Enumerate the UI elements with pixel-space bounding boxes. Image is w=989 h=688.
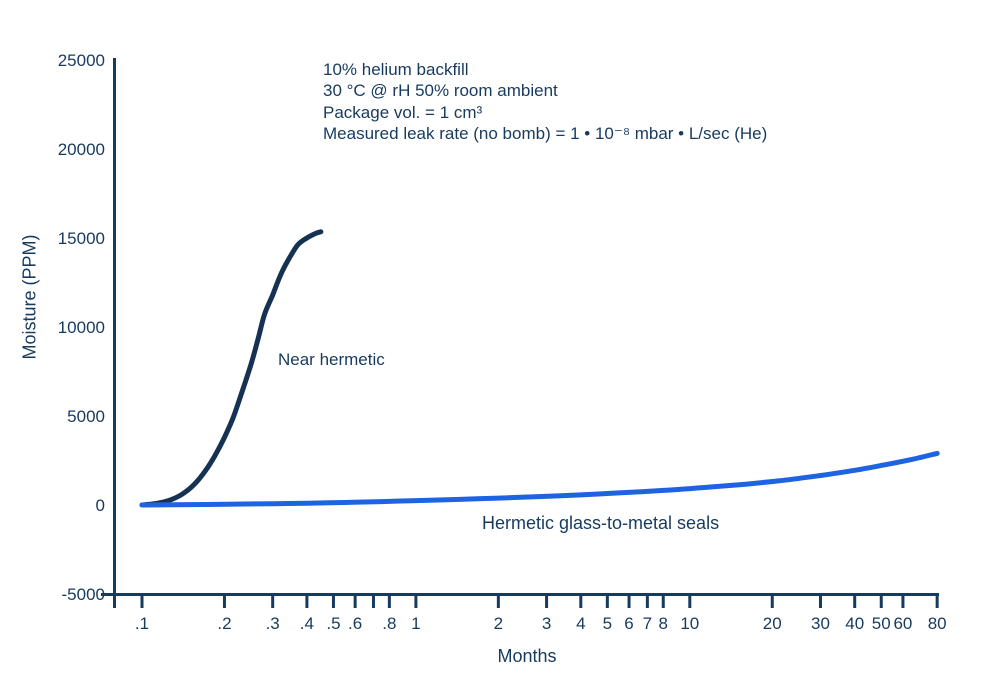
x-tick-label: 2 bbox=[494, 614, 503, 633]
x-tick-label: .3 bbox=[266, 614, 280, 633]
x-tick-label: 50 bbox=[872, 614, 891, 633]
annotation-line: 30 °C @ rH 50% room ambient bbox=[323, 81, 558, 101]
annotation-line: 10% helium backfill bbox=[323, 60, 469, 79]
x-tick-label: 80 bbox=[928, 614, 947, 633]
x-tick-label: 1 bbox=[411, 614, 420, 633]
hermetic-seals-series-label: Hermetic glass-to-metal seals bbox=[482, 513, 720, 533]
near-hermetic-series-label: Near hermetic bbox=[278, 350, 385, 369]
x-tick-label: .5 bbox=[326, 614, 340, 633]
x-tick-label: 6 bbox=[624, 614, 633, 633]
hermetic-glass-to-metal-seals-curve bbox=[139, 450, 940, 508]
y-tick-label: 25000 bbox=[58, 51, 105, 70]
annotation-line: Package vol. = 1 cm³ bbox=[323, 102, 483, 122]
y-tick-label: 0 bbox=[96, 496, 105, 515]
x-tick-label: 8 bbox=[659, 614, 668, 633]
x-tick-label: 40 bbox=[845, 614, 864, 633]
x-tick-label: .8 bbox=[382, 614, 396, 633]
x-tick-label: .2 bbox=[217, 614, 231, 633]
x-tick-label: 4 bbox=[576, 614, 585, 633]
x-tick-label: 60 bbox=[893, 614, 912, 633]
x-tick-label: .6 bbox=[348, 614, 362, 633]
y-tick-label: 5000 bbox=[67, 407, 105, 426]
y-tick-label: 10000 bbox=[58, 318, 105, 337]
x-tick-label: 20 bbox=[763, 614, 782, 633]
x-tick-label: 10 bbox=[680, 614, 699, 633]
y-tick-label: 15000 bbox=[58, 229, 105, 248]
y-tick-label: 20000 bbox=[58, 140, 105, 159]
x-tick-label: 30 bbox=[811, 614, 830, 633]
y-axis-title: Moisture (PPM) bbox=[19, 234, 40, 360]
annotation-line: Measured leak rate (no bomb) = 1 • 10⁻⁸ … bbox=[323, 124, 768, 144]
y-tick-label: -5000 bbox=[62, 585, 105, 604]
x-tick-label: 5 bbox=[603, 614, 612, 633]
x-axis-title: Months bbox=[497, 646, 557, 666]
annotation-block: 10% helium backfill 30 °C @ rH 50% room … bbox=[323, 59, 767, 145]
x-tick-label: .4 bbox=[300, 614, 314, 633]
x-tick-label: .1 bbox=[135, 614, 149, 633]
x-tick-label: 3 bbox=[542, 614, 551, 633]
x-tick-label: 7 bbox=[643, 614, 652, 633]
near-hermetic-curve bbox=[139, 229, 324, 508]
